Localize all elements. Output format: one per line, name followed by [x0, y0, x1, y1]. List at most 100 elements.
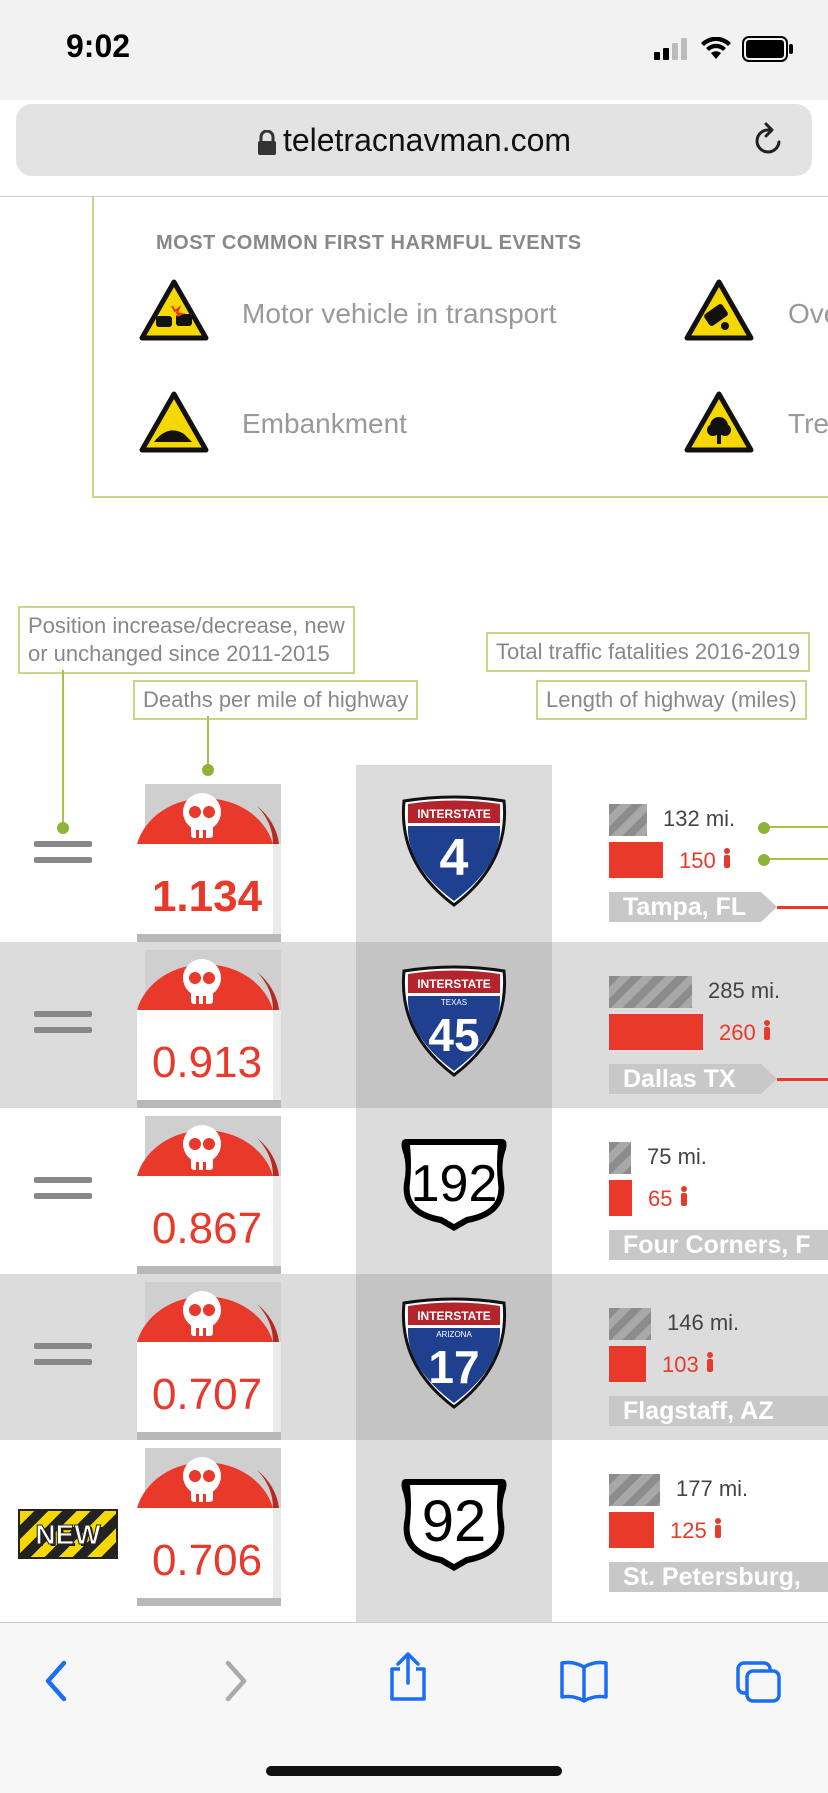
url-display[interactable]: teletracnavman.com — [16, 122, 812, 159]
wifi-icon — [701, 37, 731, 59]
tabs-icon[interactable] — [734, 1659, 784, 1705]
length-leader-dot — [758, 822, 770, 834]
table-row: NEW 0.706 92 177 mi. 125 St. Petersburg, — [0, 1440, 828, 1622]
skull-marker-icon — [137, 1116, 281, 1274]
event-embankment: Embankment — [242, 408, 407, 439]
unchanged-icon — [34, 1011, 92, 1035]
highway-length-label: 285 mi. — [708, 978, 781, 1003]
deaths-per-mile-callout: Deaths per mile of highway — [133, 680, 419, 720]
table-row: 0.867 192 75 mi. 65 Four Corners, F — [0, 1108, 828, 1274]
position-callout-line1: Position increase/decrease, new — [28, 613, 345, 638]
fatalities-bar — [609, 842, 663, 878]
death-rate-marker: 0.867 — [137, 1116, 281, 1274]
events-panel — [92, 196, 828, 498]
highway-number: 45 — [428, 1009, 479, 1061]
shield-state-text: ARIZONA — [436, 1330, 472, 1339]
city-label: Flagstaff, AZ — [609, 1396, 828, 1426]
skull-marker-icon — [137, 784, 281, 942]
clock: 9:02 — [66, 28, 131, 64]
death-rate-marker: 0.707 — [137, 1282, 281, 1440]
status-bar: 9:02 — [0, 0, 828, 100]
city-arrow-icon — [761, 892, 828, 922]
city-arrow-icon — [761, 1064, 828, 1094]
fatalities-label: 65 — [648, 1186, 689, 1212]
skull-marker-icon — [137, 1282, 281, 1440]
death-rate-marker: 1.134 — [137, 784, 281, 942]
length-leader-line — [764, 826, 828, 828]
highway-length-label: 177 mi. — [676, 1476, 749, 1501]
bookmarks-icon[interactable] — [558, 1659, 610, 1703]
fatalities-bar — [609, 1346, 646, 1382]
unchanged-icon — [34, 841, 92, 865]
highway-number: 17 — [428, 1341, 479, 1393]
deaths-leader-dot — [202, 764, 214, 776]
interstate-shield-icon: INTERSTATE 4 — [401, 795, 507, 907]
address-bar[interactable]: teletracnavman.com — [16, 104, 812, 176]
highway-length-label: 75 mi. — [647, 1144, 707, 1169]
home-indicator — [266, 1766, 562, 1776]
highway-length-label: 132 mi. — [663, 806, 736, 831]
fatalities-label: 125 — [670, 1518, 723, 1544]
fatalities-value: 125 — [670, 1518, 707, 1543]
highway-length-bar — [609, 1474, 660, 1506]
back-icon[interactable] — [42, 1659, 72, 1703]
unchanged-icon — [34, 1343, 92, 1367]
death-rate-value: 1.134 — [151, 872, 263, 921]
lock-icon — [257, 129, 276, 155]
fatalities-bar — [609, 1014, 703, 1050]
highway-number: 92 — [422, 1489, 487, 1554]
person-icon — [723, 848, 730, 868]
fatalities-label: 103 — [662, 1352, 715, 1378]
highway-length-callout: Length of highway (miles) — [536, 680, 807, 720]
shield-top-text: INTERSTATE — [417, 977, 491, 991]
reload-icon[interactable] — [752, 122, 786, 158]
death-rate-value: 0.913 — [151, 1038, 263, 1087]
person-icon — [706, 1352, 713, 1372]
fatalities-callout: Total traffic fatalities 2016-2019 — [486, 632, 811, 672]
person-icon — [763, 1020, 770, 1040]
status-icons — [654, 36, 794, 62]
fatalities-leader-dot — [758, 854, 770, 866]
position-change-callout: Position increase/decrease, new or uncha… — [18, 606, 355, 674]
death-rate-value: 0.706 — [151, 1536, 263, 1585]
city-label: St. Petersburg, — [609, 1562, 828, 1592]
forward-icon[interactable] — [220, 1659, 250, 1703]
skull-marker-icon — [137, 1448, 281, 1606]
unchanged-icon — [34, 1177, 92, 1201]
death-rate-marker: 0.706 — [137, 1448, 281, 1606]
death-rate-marker: 0.913 — [137, 950, 281, 1108]
tree-warning-icon — [684, 391, 754, 453]
us-route-shield-icon: 192 — [401, 1139, 507, 1231]
event-tree: Tre — [788, 408, 828, 439]
embankment-warning-icon — [139, 391, 209, 453]
fatalities-value: 150 — [679, 848, 716, 873]
position-callout-line2: or unchanged since 2011-2015 — [28, 641, 330, 666]
position-leader-line — [62, 670, 64, 826]
shield-top-text: INTERSTATE — [417, 1309, 491, 1323]
position-leader-dot — [57, 822, 69, 834]
death-rate-value: 0.707 — [151, 1370, 263, 1419]
events-title: MOST COMMON FIRST HARMFUL EVENTS — [156, 232, 582, 254]
share-icon[interactable] — [386, 1651, 430, 1703]
city-label: Four Corners, F — [609, 1230, 828, 1260]
fatalities-label: 260 — [719, 1020, 772, 1046]
person-icon — [714, 1518, 721, 1538]
table-row: 0.913 INTERSTATE TEXAS 45 285 mi. 260 Dallas … — [0, 942, 828, 1108]
fatalities-bar — [609, 1180, 632, 1216]
fatalities-leader-line — [764, 858, 828, 860]
city-label: Tampa, FL — [609, 892, 761, 922]
person-icon — [680, 1186, 687, 1206]
table-row: 1.134 INTERSTATE 4 132 mi. 150 Tampa, FL — [0, 768, 828, 942]
battery-icon — [742, 36, 793, 62]
city-label: Dallas TX — [609, 1064, 761, 1094]
us-route-shield-icon: 92 — [401, 1479, 507, 1571]
table-row: 0.707 INTERSTATE ARIZONA 17 146 mi. 103 Flags… — [0, 1274, 828, 1440]
event-motor-vehicle: Motor vehicle in transport — [242, 298, 557, 329]
shield-top-text: INTERSTATE — [417, 807, 491, 821]
fatalities-value: 260 — [719, 1020, 756, 1045]
browser-toolbar — [0, 1622, 828, 1793]
highway-length-bar — [609, 976, 692, 1008]
fatalities-value: 103 — [662, 1352, 699, 1377]
highway-length-bar — [609, 1142, 631, 1174]
highway-number: 192 — [411, 1155, 498, 1213]
